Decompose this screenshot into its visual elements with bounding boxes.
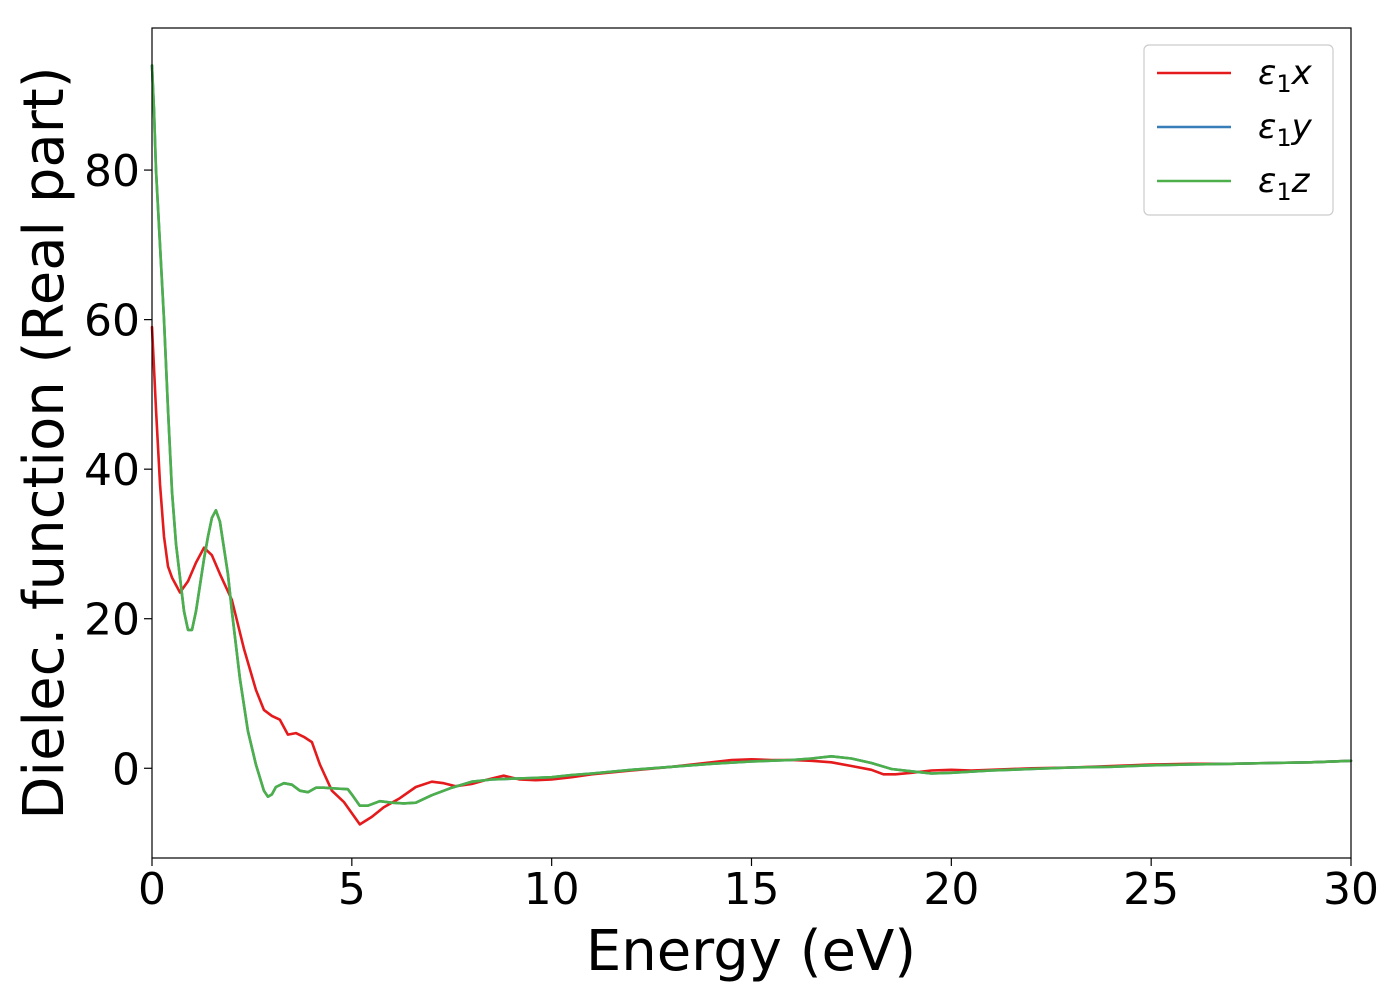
x-axis-label: Energy (eV): [586, 919, 916, 984]
legend-label-x: ε1x: [1258, 53, 1313, 98]
series-layer: [150, 64, 1353, 826]
y-axis-label: Dielec. function (Real part): [12, 66, 77, 819]
y-tick-label: 20: [84, 595, 140, 646]
series-line-x: [150, 325, 1353, 826]
legend: ε1x ε1y ε1z: [1143, 44, 1334, 216]
x-tick-label: 10: [524, 864, 580, 915]
x-tick-label: 20: [923, 864, 979, 915]
x-tick-label: 0: [138, 864, 166, 915]
legend-label-y: ε1y: [1258, 107, 1313, 152]
x-tick-label: 30: [1323, 864, 1379, 915]
y-tick-label: 60: [84, 296, 140, 347]
legend-label-z: ε1z: [1258, 161, 1311, 206]
legend-box: [1143, 44, 1334, 216]
x-tick-label: 15: [724, 864, 780, 915]
series-line-z: [150, 64, 1353, 807]
y-tick-label: 0: [112, 744, 140, 795]
x-tick-label: 5: [338, 864, 366, 915]
y-tick-label: 40: [84, 445, 140, 496]
x-axis-ticks: 0 5 10 15 20 25 30: [138, 858, 1379, 915]
y-tick-label: 80: [84, 146, 140, 197]
x-tick-label: 25: [1123, 864, 1179, 915]
y-axis-ticks: 0 20 40 60 80: [84, 146, 152, 795]
